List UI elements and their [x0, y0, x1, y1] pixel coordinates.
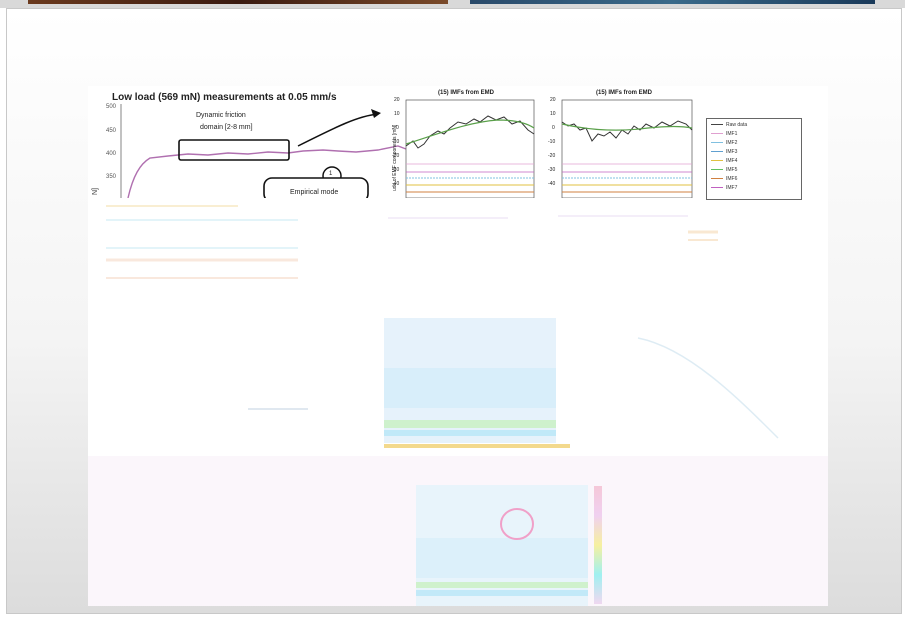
right-raw-line: [561, 120, 693, 142]
top-strip: [0, 0, 905, 8]
y-tick: 500: [106, 104, 117, 110]
legend-item: IMF4: [711, 158, 737, 165]
legend-swatch: [711, 159, 723, 162]
right-y-tick: -30: [548, 167, 556, 173]
dynamic-domain-box: [178, 139, 290, 161]
legend: Raw data IMF1 IMF2 IMF3 IMF4 IMF5 IMF6 I…: [706, 118, 802, 200]
mid-y-tick: -40: [392, 181, 400, 187]
figure-top: Low load (569 mN) measurements at 0.05 m…: [88, 86, 828, 200]
mid-trend: [405, 119, 535, 145]
figure-area: Low load (569 mN) measurements at 0.05 m…: [88, 86, 828, 606]
mid-raw-line: [405, 115, 535, 149]
friction-curve: [127, 145, 407, 198]
arrow: [297, 113, 379, 147]
mid-y-tick: 20: [394, 97, 400, 103]
top-figure-svg: [120, 99, 693, 198]
legend-item: IMF5: [711, 167, 737, 174]
right-trend: [561, 123, 693, 131]
right-y-tick: 0: [552, 125, 555, 131]
left-panel-title: Low load (569 mN) measurements at 0.05 m…: [112, 92, 337, 103]
legend-item: IMF6: [711, 176, 737, 183]
right-panel-title: (15) IMFs from EMD: [596, 90, 653, 96]
mid-y-tick: 0: [396, 125, 399, 131]
legend-swatch: [711, 150, 723, 153]
step-number: 1: [329, 171, 333, 177]
legend-swatch: [711, 141, 723, 144]
legend-item: IMF2: [711, 140, 737, 147]
legend-item: IMF1: [711, 131, 737, 138]
legend-swatch: [711, 186, 723, 189]
legend-item: Raw data: [711, 122, 747, 129]
right-y-tick: 10: [550, 111, 556, 117]
legend-swatch: [711, 132, 723, 135]
step-label: Empirical mode: [290, 189, 339, 196]
right-y-tick: -20: [548, 153, 556, 159]
legend-item: IMF3: [711, 149, 737, 156]
annotation-line2: domain [2-8 mm]: [200, 124, 253, 131]
top-strip-right-image: [470, 0, 875, 4]
legend-swatch: [711, 177, 723, 180]
right-y-tick: -10: [548, 139, 556, 145]
mid-y-tick: -20: [392, 153, 400, 159]
annotation-line1: Dynamic friction: [196, 112, 246, 119]
mid-y-tick: -30: [392, 167, 400, 173]
right-y-tick: -40: [548, 181, 556, 187]
y-tick: 450: [106, 128, 117, 134]
top-strip-left-image: [28, 0, 448, 4]
mid-panel-title: (15) IMFs from EMD: [438, 90, 495, 96]
y-tick: 350: [106, 174, 117, 180]
mid-y-tick: 10: [394, 111, 400, 117]
right-y-tick: 20: [550, 97, 556, 103]
step-box: [263, 177, 369, 198]
faded-figure-remnants: [88, 205, 828, 606]
y-tick: 400: [106, 151, 117, 157]
mid-y-tick: -10: [392, 139, 400, 145]
legend-swatch: [711, 168, 723, 171]
legend-swatch: [711, 123, 723, 126]
legend-item: IMF7: [711, 185, 737, 192]
